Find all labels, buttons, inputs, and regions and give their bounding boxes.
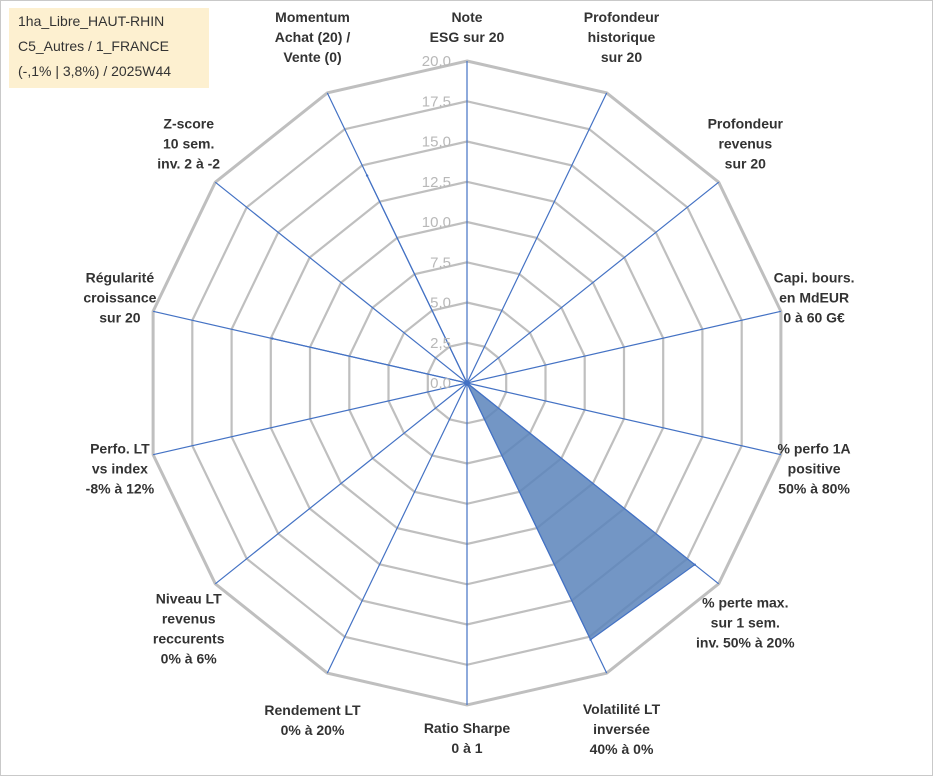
axis-label-line: Vente (0) <box>283 49 341 65</box>
spoke-10 <box>152 382 468 456</box>
radar-axis-labels: Note ESG sur 20 Profondeur historique sur 20… <box>83 9 854 757</box>
axis-label-13: Momentum Achat (20) / Vente (0) <box>275 9 351 65</box>
spoke-12 <box>214 181 468 384</box>
data-point-13 <box>365 174 369 177</box>
axis-label-11: Régularité croissance sur 20 <box>83 270 156 326</box>
axis-label-line: 10 sem. <box>163 136 214 152</box>
axis-label-line: Perfo. LT <box>90 440 150 456</box>
axis-label-line: 40% à 0% <box>590 741 654 757</box>
axis-label-line: positive <box>788 460 841 476</box>
axis-label-line: 0% à 6% <box>161 651 218 667</box>
data-point-6 <box>589 638 592 641</box>
series-area-0 <box>271 175 696 641</box>
axis-label-5: % perte max. sur 1 sem. inv. 50% à 20% <box>696 594 795 650</box>
axis-label-8: Rendement LT 0% à 20% <box>264 702 361 738</box>
axis-label-line: Profondeur <box>708 116 784 132</box>
axis-label-line: sur 20 <box>725 156 766 172</box>
axis-label-line: ESG sur 20 <box>430 29 505 45</box>
axis-label-line: 0 à 60 G€ <box>783 310 845 326</box>
tick-label: 17,5 <box>422 93 451 110</box>
axis-label-line: Note <box>451 9 482 25</box>
axis-label-9: Niveau LT revenus reccurents 0% à 6% <box>153 591 225 667</box>
data-point-11 <box>271 337 274 340</box>
axis-label-line: sur 1 sem. <box>711 614 780 630</box>
axis-label-2: Profondeur revenus sur 20 <box>708 116 784 172</box>
radar-series <box>271 174 696 641</box>
spoke-8 <box>326 382 468 674</box>
tick-label: 10,0 <box>422 214 451 231</box>
axis-label-7: Ratio Sharpe 0 à 1 <box>424 720 511 756</box>
axis-label-line: 0% à 20% <box>281 722 345 738</box>
axis-label-line: Profondeur <box>584 9 660 25</box>
axis-label-line: vs index <box>92 460 148 476</box>
axis-label-3: Capi. bours. en MdEUR 0 à 60 G€ <box>774 270 855 326</box>
series-info-box: 1ha_Libre_HAUT-RHIN C5_Autres / 1_FRANCE… <box>9 8 209 88</box>
spoke-3 <box>466 310 782 384</box>
spoke-9 <box>214 382 468 585</box>
axis-label-line: -8% à 12% <box>86 480 155 496</box>
axis-label-12: Z-score 10 sem. inv. 2 à -2 <box>157 116 220 172</box>
axis-label-line: Volatilité LT <box>583 701 661 717</box>
data-point-12 <box>465 381 469 385</box>
axis-label-line: Momentum <box>275 9 350 25</box>
axis-label-line: 50% à 80% <box>778 480 850 496</box>
axis-label-line: revenus <box>718 136 772 152</box>
axis-label-line: % perfo 1A <box>778 440 851 456</box>
axis-label-line: sur 20 <box>601 49 642 65</box>
tick-label: 12,5 <box>422 174 451 191</box>
data-point-5 <box>693 563 696 566</box>
tick-label: 7,5 <box>430 254 451 271</box>
axis-label-line: 0 à 1 <box>451 740 482 756</box>
tick-label: 15,0 <box>422 134 451 151</box>
spoke-4 <box>466 382 782 456</box>
axis-label-line: Régularité <box>86 270 155 286</box>
axis-label-line: % perte max. <box>702 594 788 610</box>
axis-label-line: Niveau LT <box>156 591 222 607</box>
axis-label-line: inv. 50% à 20% <box>696 634 795 650</box>
tick-label: 0,0 <box>430 375 451 392</box>
axis-label-10: Perfo. LT vs index -8% à 12% <box>86 440 155 496</box>
axis-label-1: Profondeur historique sur 20 <box>584 9 660 65</box>
spoke-1 <box>466 92 608 384</box>
axis-label-line: historique <box>588 29 656 45</box>
axis-label-0: Note ESG sur 20 <box>430 9 505 45</box>
axis-label-line: Capi. bours. <box>774 270 855 286</box>
axis-label-line: Achat (20) / <box>275 29 351 45</box>
axis-label-line: inversée <box>593 721 650 737</box>
axis-label-line: Ratio Sharpe <box>424 720 511 736</box>
spoke-2 <box>466 181 720 384</box>
tick-label: 20,0 <box>422 53 451 70</box>
tick-label: 5,0 <box>430 295 451 312</box>
axis-label-line: revenus <box>162 611 216 627</box>
axis-label-line: sur 20 <box>99 310 140 326</box>
axis-label-line: croissance <box>83 290 156 306</box>
info-performance: (-,1% | 3,8%) / 2025W44 <box>18 63 172 79</box>
info-series-name: 1ha_Libre_HAUT-RHIN <box>18 13 165 29</box>
radar-tick-labels: 0,0 2,5 5,0 7,5 10,0 12,5 15,0 17,5 20,0 <box>422 53 451 392</box>
axis-label-line: Rendement LT <box>264 702 361 718</box>
axis-label-6: Volatilité LT inversée 40% à 0% <box>583 701 661 757</box>
axis-label-line: en MdEUR <box>779 290 849 306</box>
axis-label-line: Z-score <box>163 116 214 132</box>
axis-label-line: inv. 2 à -2 <box>157 156 220 172</box>
tick-label: 2,5 <box>430 335 451 352</box>
axis-label-4: % perfo 1A positive 50% à 80% <box>778 440 851 496</box>
axis-label-line: reccurents <box>153 631 225 647</box>
info-category: C5_Autres / 1_FRANCE <box>18 38 169 54</box>
